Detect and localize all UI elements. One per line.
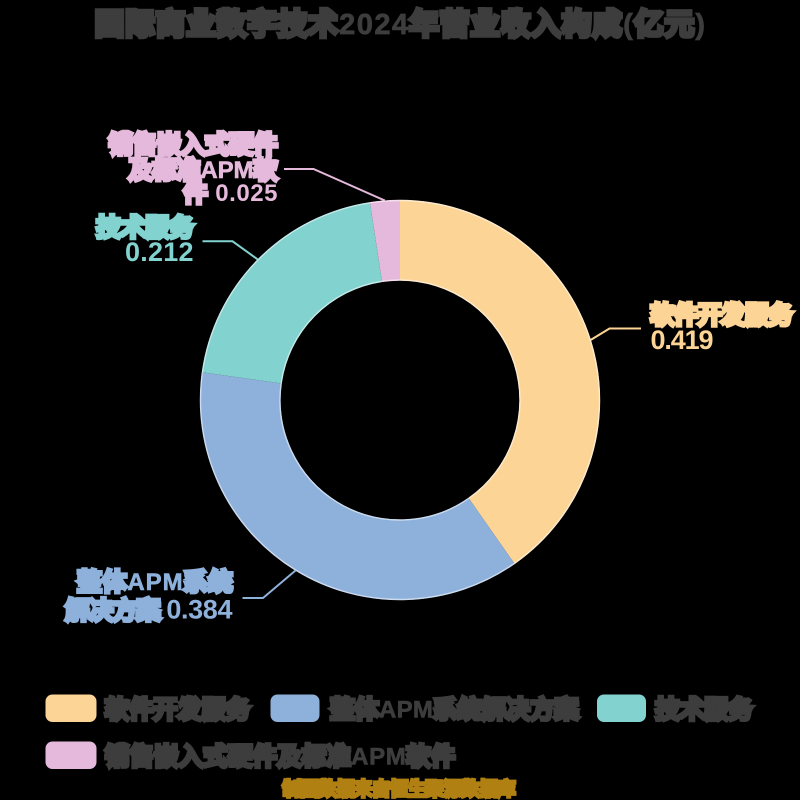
svg-text:0.419: 0.419 (651, 325, 714, 355)
svg-text:国际商业数字技术2024年营业收入构成(亿元): 国际商业数字技术2024年营业收入构成(亿元) (95, 7, 705, 41)
svg-text:件 0.025: 件 0.025 (184, 180, 278, 207)
svg-text:销售嵌入式硬件及标准APM软件: 销售嵌入式硬件及标准APM软件 (105, 743, 455, 771)
svg-text:整体APM系统: 整体APM系统 (78, 568, 233, 596)
svg-text:技术服务: 技术服务 (656, 696, 754, 724)
svg-text:解决方案 0.384: 解决方案 0.384 (66, 595, 233, 625)
svg-text:销售嵌入式硬件: 销售嵌入式硬件 (109, 131, 278, 159)
svg-text:制图数据来自恒生聚源数据库: 制图数据来自恒生聚源数据库 (283, 779, 516, 800)
svg-text:0.212: 0.212 (125, 237, 194, 267)
svg-text:及标准APM软: 及标准APM软 (129, 156, 278, 184)
svg-text:技术服务: 技术服务 (97, 214, 195, 242)
svg-text:软件开发服务: 软件开发服务 (651, 301, 794, 329)
svg-text:整体APM系统解决方案: 整体APM系统解决方案 (331, 696, 580, 724)
svg-text:软件开发服务: 软件开发服务 (105, 696, 251, 724)
